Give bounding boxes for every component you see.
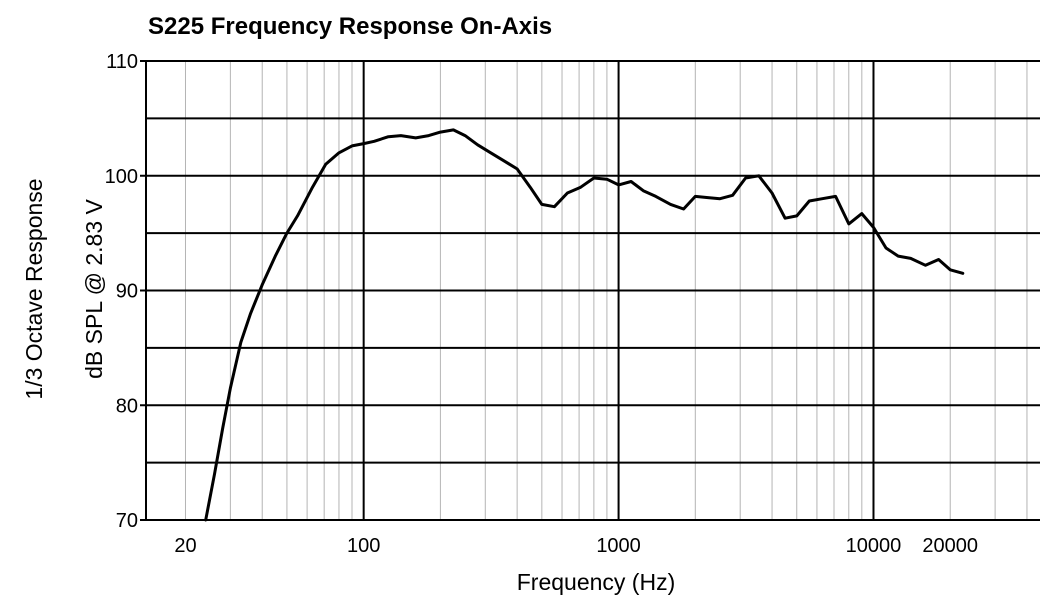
- x-tick-label: 100: [347, 535, 380, 557]
- y-tick-label: 70: [116, 510, 138, 532]
- y-tick-label: 110: [106, 51, 138, 73]
- tick-labels: 70 80 90 100 110 20 100 1000 10000 20000: [105, 51, 978, 557]
- y-tick-label: 100: [105, 166, 138, 188]
- x-tick-label: 1000: [596, 535, 641, 557]
- y-tick-label: 90: [116, 281, 138, 303]
- x-tick-label: 20000: [922, 535, 978, 557]
- chart-title: S225 Frequency Response On-Axis: [148, 13, 552, 40]
- x-tick-label: 10000: [846, 535, 902, 557]
- x-tick-label: 20: [174, 535, 196, 557]
- series-layer: [204, 128, 965, 522]
- y-tick-label: 80: [116, 395, 138, 417]
- y-axis-label-line2: dB SPL @ 2.83 V: [81, 198, 107, 378]
- grid: [145, 60, 1040, 521]
- series-line: [204, 128, 965, 522]
- x-axis-label: Frequency (Hz): [517, 569, 675, 595]
- y-axis-label-line1: 1/3 Octave Response: [21, 178, 47, 399]
